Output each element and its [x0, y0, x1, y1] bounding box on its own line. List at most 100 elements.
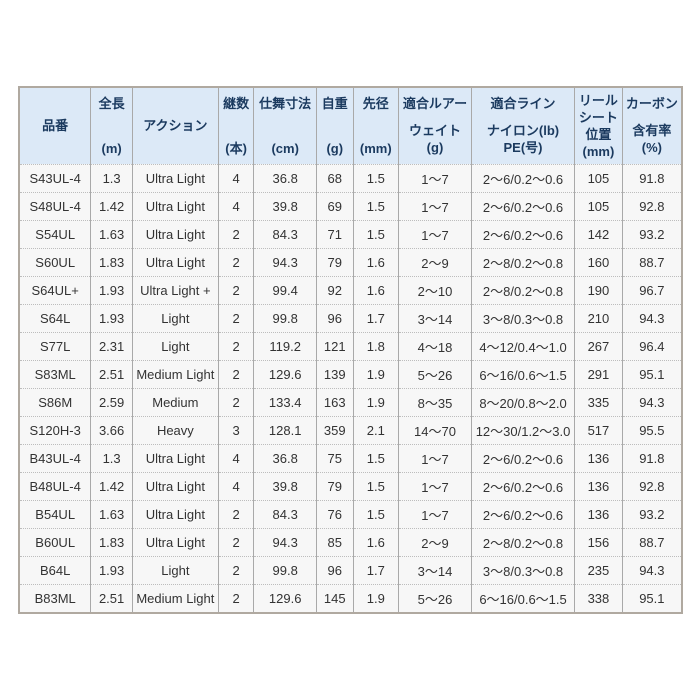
- cell-line: 3〜8/0.3〜0.8: [470, 556, 576, 585]
- cell-length: 2.51: [90, 360, 133, 389]
- cell-lure-weight: 3〜14: [398, 556, 472, 585]
- column-header-weight: 自重 (g): [316, 86, 354, 165]
- header-row: 品番 全長 (m) アクション 継数 (本) 仕舞寸法 (cm) 自重 (g) 先径 (mm) 適合ルア…: [18, 86, 683, 165]
- cell-weight: 79: [316, 248, 354, 277]
- cell-sections: 3: [217, 416, 255, 445]
- table-row: S48UL-4 1.42 Ultra Light 4 39.8 69 1.5 1〜7 2〜6/0…: [18, 192, 683, 221]
- cell-lure-weight: 14〜70: [398, 416, 472, 445]
- cell-reel-seat: 136: [574, 444, 623, 473]
- cell-reel-seat: 156: [574, 528, 623, 557]
- cell-lure-weight: 1〜7: [398, 164, 472, 193]
- cell-carbon: 94.3: [621, 388, 683, 417]
- cell-carbon: 96.4: [621, 332, 683, 361]
- cell-weight: 139: [316, 360, 354, 389]
- cell-weight: 76: [316, 500, 354, 529]
- cell-closed: 39.8: [253, 192, 318, 221]
- cell-model: S77L: [18, 332, 92, 361]
- cell-tip: 1.5: [352, 220, 400, 249]
- cell-weight: 121: [316, 332, 354, 361]
- cell-closed: 119.2: [253, 332, 318, 361]
- cell-tip: 1.7: [352, 556, 400, 585]
- column-header-sections: 継数 (本): [217, 86, 255, 165]
- header-line: (m): [101, 140, 122, 156]
- cell-model: B64L: [18, 556, 92, 585]
- cell-carbon: 94.3: [621, 556, 683, 585]
- cell-closed: 94.3: [253, 528, 318, 557]
- cell-line: 2〜6/0.2〜0.6: [470, 444, 576, 473]
- cell-length: 1.83: [90, 248, 133, 277]
- header-line: (g): [426, 140, 444, 156]
- cell-sections: 4: [217, 164, 255, 193]
- cell-reel-seat: 136: [574, 472, 623, 501]
- cell-lure-weight: 2〜9: [398, 248, 472, 277]
- cell-closed: 94.3: [253, 248, 318, 277]
- cell-closed: 99.4: [253, 276, 318, 305]
- cell-length: 1.93: [90, 276, 133, 305]
- header-line: 含有率: [632, 122, 672, 138]
- cell-sections: 2: [217, 360, 255, 389]
- cell-model: S60UL: [18, 248, 92, 277]
- header-line: PE(号): [503, 140, 543, 156]
- cell-tip: 1.6: [352, 276, 400, 305]
- cell-reel-seat: 210: [574, 304, 623, 333]
- cell-action: Light: [131, 556, 219, 585]
- header-line: (cm): [271, 140, 299, 156]
- header-line: カーボン: [625, 96, 678, 111]
- cell-sections: 2: [217, 276, 255, 305]
- header-line: リール: [578, 93, 618, 108]
- cell-line: 2〜8/0.2〜0.8: [470, 528, 576, 557]
- cell-lure-weight: 2〜9: [398, 528, 472, 557]
- cell-weight: 69: [316, 192, 354, 221]
- cell-length: 2.31: [90, 332, 133, 361]
- cell-tip: 2.1: [352, 416, 400, 445]
- cell-reel-seat: 338: [574, 584, 623, 613]
- cell-carbon: 93.2: [621, 500, 683, 529]
- header-line: ウェイト: [408, 122, 461, 138]
- cell-lure-weight: 4〜18: [398, 332, 472, 361]
- cell-length: 2.51: [90, 584, 133, 613]
- cell-carbon: 93.2: [621, 220, 683, 249]
- table-row: B54UL 1.63 Ultra Light 2 84.3 76 1.5 1〜7 2〜6/0.2…: [18, 500, 683, 529]
- column-header-line: 適合ライン ナイロン(lb) PE(号): [470, 86, 576, 165]
- cell-length: 1.42: [90, 472, 133, 501]
- cell-sections: 2: [217, 248, 255, 277]
- cell-closed: 99.8: [253, 304, 318, 333]
- cell-carbon: 92.8: [621, 192, 683, 221]
- cell-action: Medium: [131, 388, 219, 417]
- cell-model: B83ML: [18, 584, 92, 613]
- cell-length: 2.59: [90, 388, 133, 417]
- cell-closed: 129.6: [253, 360, 318, 389]
- cell-lure-weight: 5〜26: [398, 584, 472, 613]
- header-line: 仕舞寸法: [259, 96, 312, 111]
- column-header-model: 品番: [18, 86, 92, 165]
- cell-action: Ultra Light: [131, 444, 219, 473]
- cell-length: 1.3: [90, 164, 133, 193]
- cell-closed: 129.6: [253, 584, 318, 613]
- cell-lure-weight: 1〜7: [398, 472, 472, 501]
- column-header-carbon: カーボン 含有率 (%): [621, 86, 683, 165]
- table-row: S54UL 1.63 Ultra Light 2 84.3 71 1.5 1〜7 2〜6/0.2…: [18, 220, 683, 249]
- cell-model: S64UL+: [18, 276, 92, 305]
- table-row: B60UL 1.83 Ultra Light 2 94.3 85 1.6 2〜9 2〜8/0.2…: [18, 528, 683, 557]
- cell-lure-weight: 1〜7: [398, 220, 472, 249]
- cell-weight: 71: [316, 220, 354, 249]
- table-row: S64L 1.93 Light 2 99.8 96 1.7 3〜14 3〜8/0.3〜0.8 21…: [18, 304, 683, 333]
- cell-length: 1.63: [90, 220, 133, 249]
- cell-length: 3.66: [90, 416, 133, 445]
- cell-carbon: 91.8: [621, 164, 683, 193]
- cell-action: Light: [131, 304, 219, 333]
- table-row: S86M 2.59 Medium 2 133.4 163 1.9 8〜35 8〜20/0.8〜2…: [18, 388, 683, 417]
- cell-carbon: 91.8: [621, 444, 683, 473]
- cell-model: S120H-3: [18, 416, 92, 445]
- cell-sections: 2: [217, 528, 255, 557]
- cell-line: 4〜12/0.4〜1.0: [470, 332, 576, 361]
- cell-sections: 2: [217, 332, 255, 361]
- cell-reel-seat: 136: [574, 500, 623, 529]
- table-row: S64UL+ 1.93 Ultra Light +2 99.4 92 1.6 2〜10 2〜8…: [18, 276, 683, 305]
- cell-model: S86M: [18, 388, 92, 417]
- cell-weight: 96: [316, 304, 354, 333]
- cell-model: S54UL: [18, 220, 92, 249]
- header-line: 適合ルアー: [402, 96, 468, 111]
- cell-action: Ultra Light: [131, 248, 219, 277]
- table-row: B48UL-4 1.42 Ultra Light 4 39.8 79 1.5 1〜7 2〜6/0…: [18, 472, 683, 501]
